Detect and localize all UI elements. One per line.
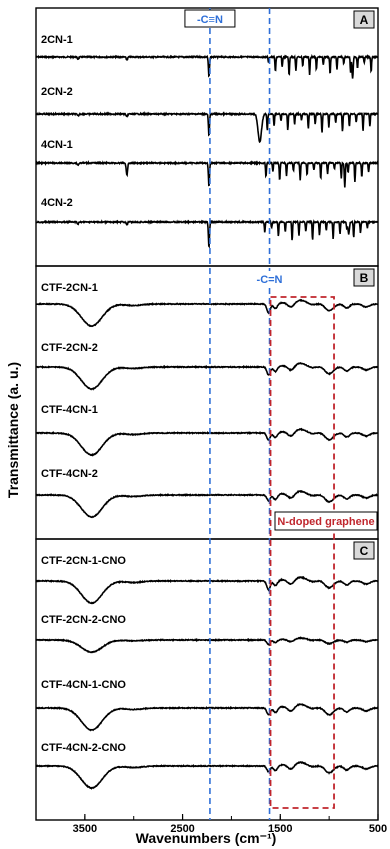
series-line	[35, 159, 379, 188]
series-line	[35, 219, 379, 249]
series-label: CTF-2CN-1	[41, 282, 98, 294]
series-line	[35, 361, 378, 391]
series-label: CTF-2CN-1-CNO	[41, 555, 126, 567]
reference-lines: -C≡N -C=N N-doped graphene	[184, 8, 378, 820]
reference-label: -C≡N	[197, 14, 223, 26]
panel-letter: A	[360, 13, 369, 27]
panel-c-frame	[35, 538, 379, 821]
series-label: CTF-2CN-2-CNO	[41, 614, 126, 626]
spectra	[35, 53, 379, 790]
series-labels: 2CN-1 2CN-2 4CN-1 4CN-2 CTF-2CN-1 CTF-2CN-2 CT…	[41, 34, 126, 754]
x-tick-label: 500	[369, 823, 387, 835]
series-line	[35, 489, 379, 519]
series-label: 2CN-2	[41, 86, 73, 98]
reference-label-box	[184, 9, 236, 28]
x-axis-label: Wavenumbers (cm⁻¹)	[136, 830, 277, 846]
panel-letter: B	[360, 271, 369, 285]
series-label: CTF-4CN-2-CNO	[41, 742, 126, 754]
series-line	[35, 761, 379, 790]
y-axis-label: Transmittance (a. u.)	[5, 362, 21, 498]
series-label: CTF-4CN-1-CNO	[41, 679, 126, 691]
x-axis: 3500 2500 1500 500	[35, 814, 387, 835]
series-label: CTF-2CN-2	[41, 342, 98, 354]
series-label: 2CN-1	[41, 34, 73, 46]
panel-b-frame	[35, 265, 379, 540]
highlight-label: N-doped graphene	[277, 516, 374, 528]
reference-label: -C=N	[257, 274, 283, 286]
highlight-label-box	[274, 511, 378, 531]
series-line	[35, 575, 379, 605]
series-line	[35, 703, 379, 732]
highlight-region	[269, 296, 335, 809]
panel-letter: C	[360, 544, 369, 558]
x-tick-label: 1500	[268, 823, 292, 835]
panel-letter-box	[353, 10, 375, 29]
series-line	[35, 53, 379, 79]
series-label: CTF-4CN-1	[41, 404, 98, 416]
series-line	[35, 427, 379, 457]
series-label: 4CN-2	[41, 197, 73, 209]
series-label: CTF-4CN-2	[41, 468, 98, 480]
panel-letter-box	[353, 268, 375, 287]
panel-letter-box	[353, 541, 375, 560]
series-line	[35, 298, 379, 328]
x-tick-label: 3500	[73, 823, 97, 835]
series-line	[35, 636, 379, 654]
x-tick-label: 2500	[170, 823, 194, 835]
series-line	[35, 110, 379, 144]
panel-frames: A B C	[35, 7, 379, 821]
series-label: 4CN-1	[41, 139, 73, 151]
reference-label-bg	[247, 271, 292, 287]
